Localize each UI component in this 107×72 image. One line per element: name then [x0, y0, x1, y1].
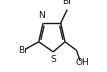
Text: S: S — [50, 55, 56, 64]
Text: Br: Br — [63, 0, 72, 6]
Text: Br: Br — [18, 46, 28, 55]
Text: N: N — [39, 11, 45, 20]
Text: OH: OH — [75, 58, 89, 67]
